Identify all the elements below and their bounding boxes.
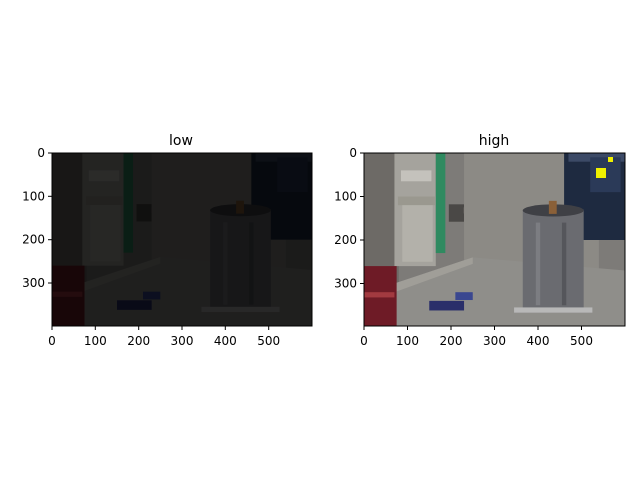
x-tick-label: 400 xyxy=(527,334,550,348)
x-tick-label: 200 xyxy=(127,334,150,348)
x-tick-label: 100 xyxy=(84,334,107,348)
x-tick-label: 300 xyxy=(171,334,194,348)
y-axis-low: 0 100 200 300 xyxy=(22,146,52,290)
y-tick-label: 0 xyxy=(37,146,45,160)
y-tick-label: 100 xyxy=(22,189,45,203)
x-tick-label: 200 xyxy=(440,334,463,348)
x-tick-label: 100 xyxy=(396,334,419,348)
x-axis-high: 0 100 200 300 400 500 xyxy=(360,326,593,348)
y-tick-label: 200 xyxy=(22,233,45,247)
panel-title-high: high xyxy=(479,133,510,149)
y-tick-label: 0 xyxy=(349,146,357,160)
x-tick-label: 0 xyxy=(360,334,368,348)
image-low xyxy=(52,153,312,326)
panel-title-low: low xyxy=(169,133,193,149)
image-high xyxy=(364,153,625,326)
x-tick-label: 500 xyxy=(257,334,280,348)
x-tick-label: 500 xyxy=(570,334,593,348)
x-tick-label: 300 xyxy=(483,334,506,348)
y-tick-label: 100 xyxy=(334,190,357,204)
x-axis-low: 0 100 200 300 400 500 xyxy=(48,326,280,348)
panel-low: low 0 100 200 300 400 500 xyxy=(22,133,313,348)
panel-high: high 0 100 200 300 400 500 xyxy=(334,133,626,348)
y-tick-label: 300 xyxy=(334,277,357,291)
x-tick-label: 400 xyxy=(214,334,237,348)
x-tick-label: 0 xyxy=(48,334,56,348)
y-tick-label: 200 xyxy=(334,233,357,247)
y-tick-label: 300 xyxy=(22,276,45,290)
y-axis-high: 0 100 200 300 xyxy=(334,146,364,291)
